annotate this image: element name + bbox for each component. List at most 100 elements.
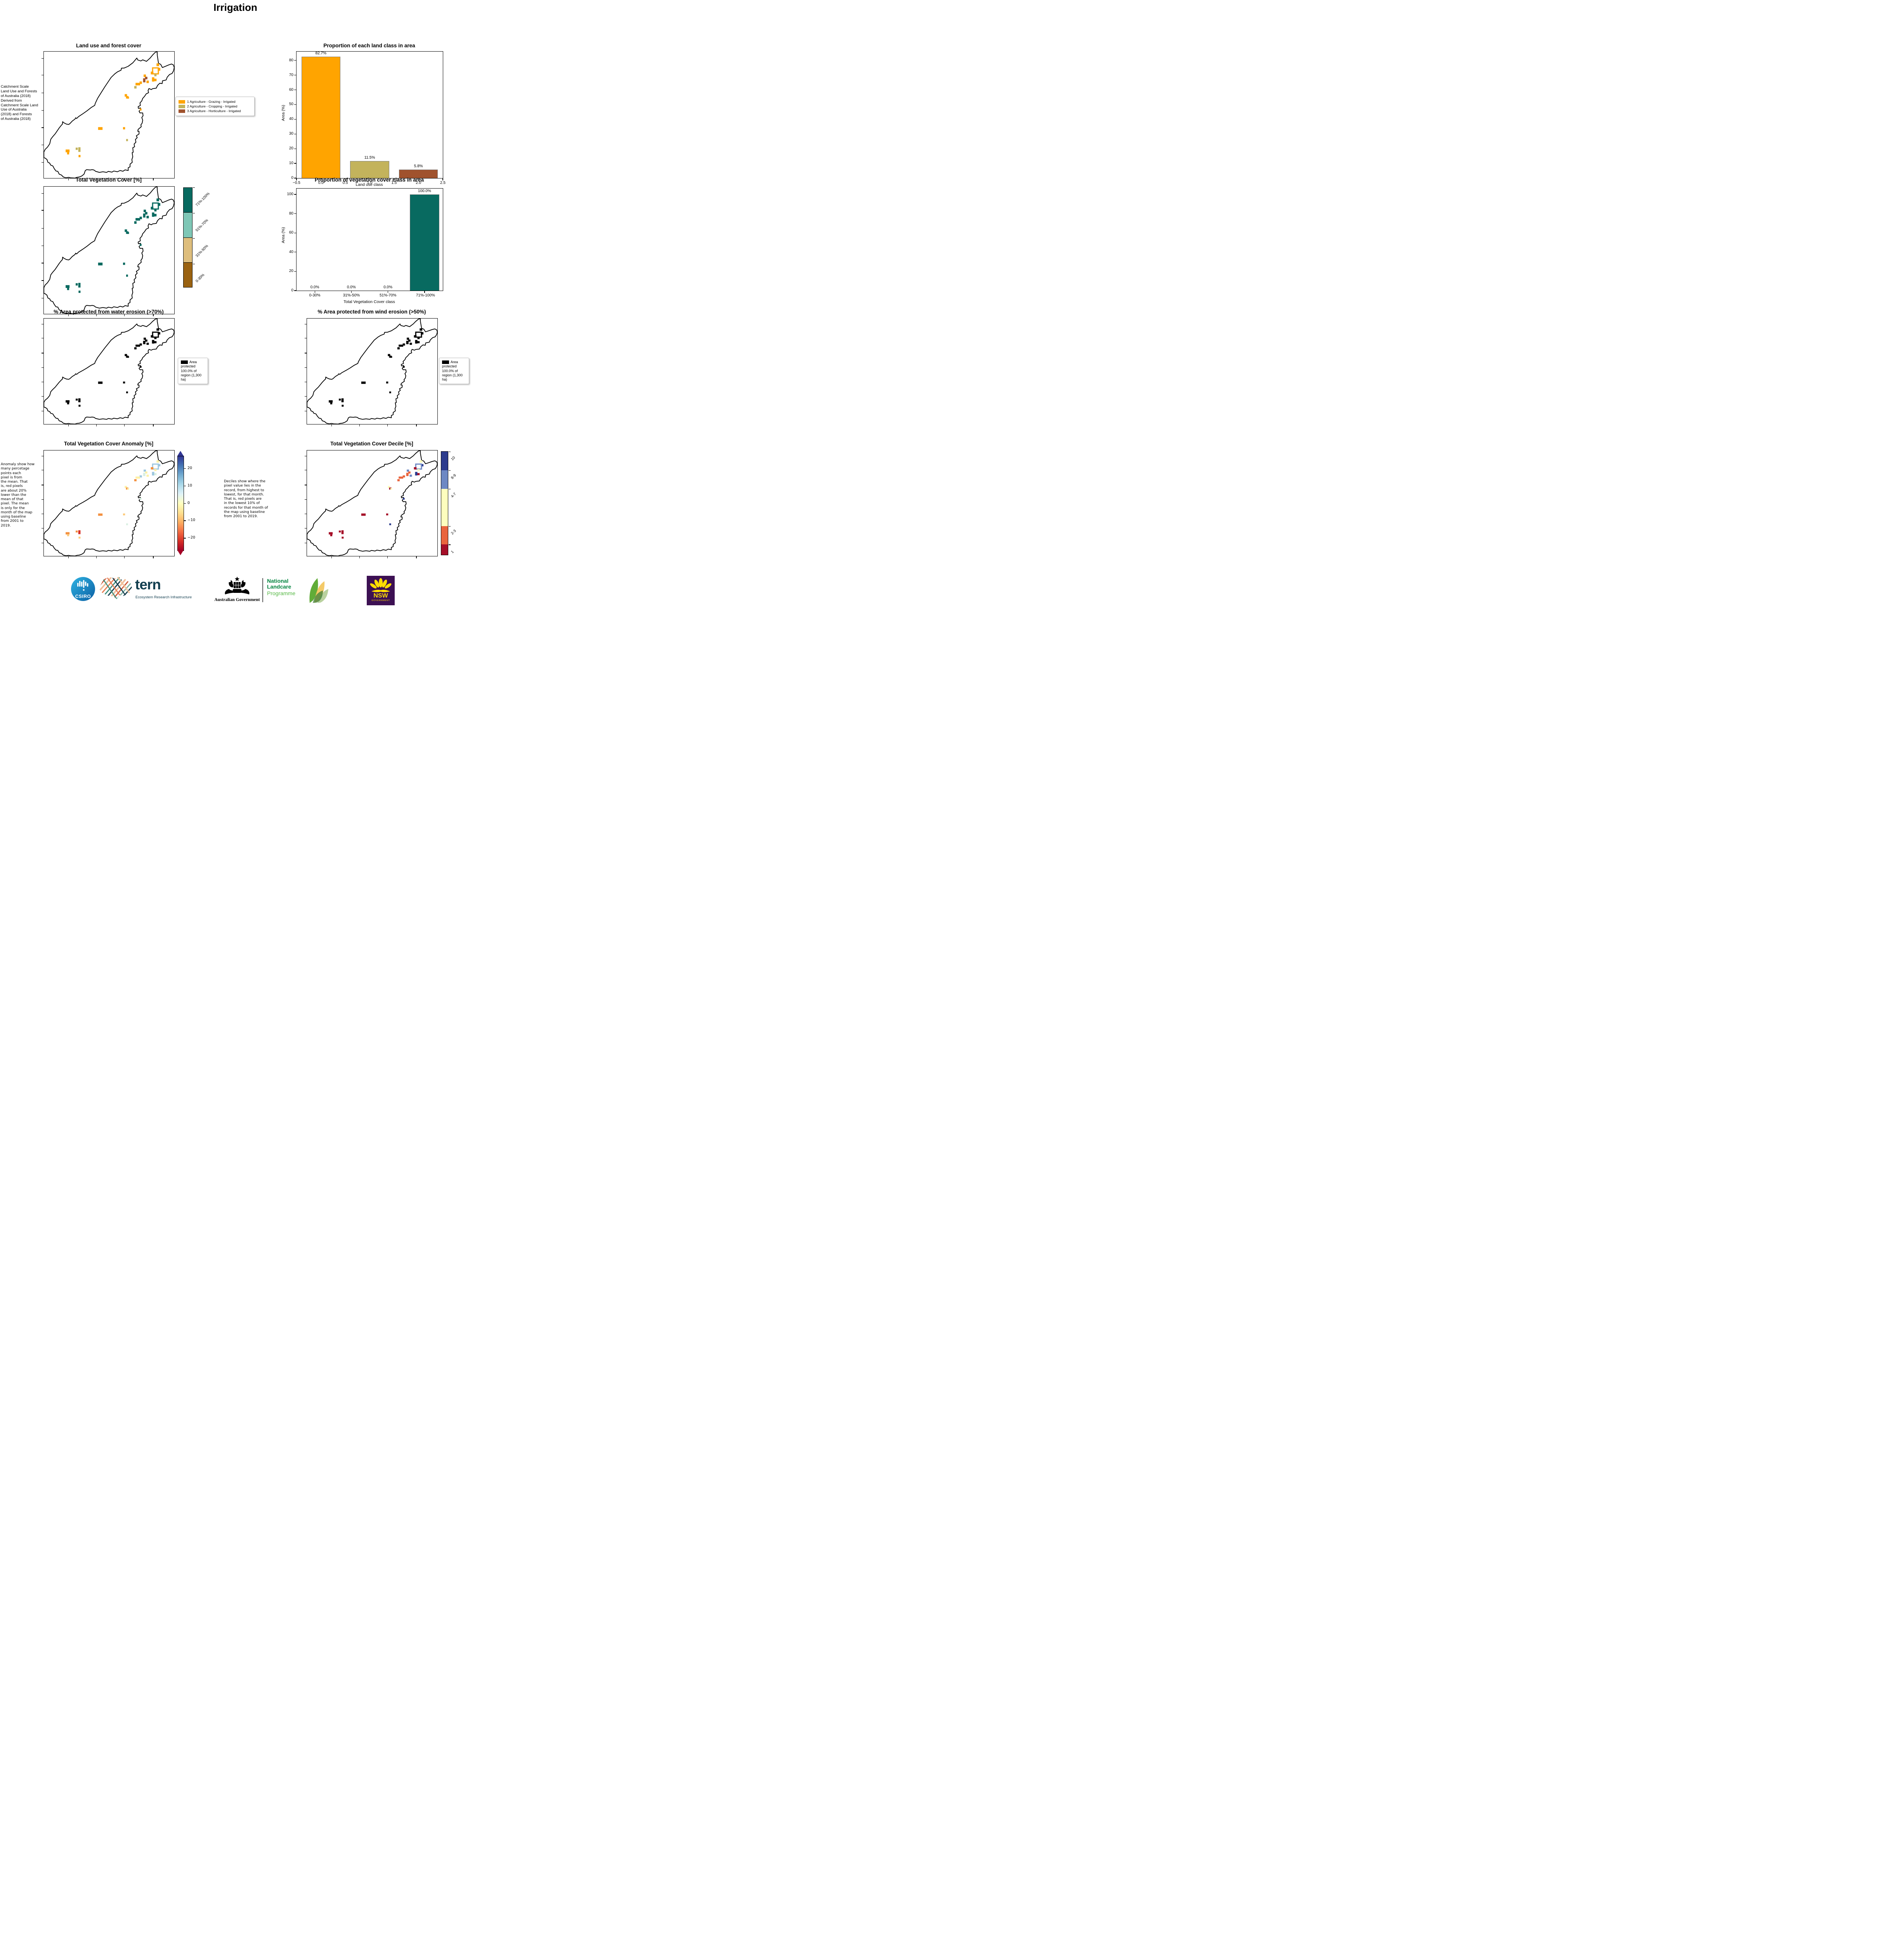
map-cell [416, 332, 421, 337]
map-cell [139, 343, 142, 346]
map-cell [152, 77, 154, 82]
map-cell [389, 391, 391, 393]
map-cell [156, 198, 160, 201]
map-cell [143, 213, 146, 218]
map-cell [145, 471, 147, 474]
map-cell [402, 366, 405, 368]
map-cell [127, 97, 129, 99]
map-cell [127, 356, 129, 358]
map-cell [137, 83, 140, 86]
colorbar-label: 31%-50% [195, 244, 210, 258]
map-anomaly [42, 450, 175, 558]
nsw-government-logo: NSW GOVERNMENT [367, 576, 395, 605]
map-cell [408, 471, 411, 474]
legend-item: 2 Agriculture - Cropping - Irrigated [179, 104, 251, 108]
map-cell [154, 473, 157, 475]
map-cell [123, 513, 125, 516]
coat-of-arms-icon [225, 577, 250, 594]
colorbar-decile: 10 8-9 4-7 2-3 1 [441, 451, 457, 555]
map-cell [420, 460, 423, 463]
map-cell [144, 74, 146, 77]
map-cell [361, 381, 366, 384]
map-cell [144, 338, 146, 340]
bar-value-label: 11.5% [364, 156, 375, 160]
map-cell [151, 467, 154, 469]
map-cell [154, 214, 157, 217]
landcare-line2: Landcare [267, 584, 291, 590]
map-cell [98, 262, 103, 266]
map-cell [421, 464, 424, 467]
map-cell [341, 530, 344, 534]
legend-landuse: 1 Agriculture - Grazing - Irrigated 2 Agr… [175, 97, 255, 116]
map-cell [397, 479, 400, 482]
tern-subtitle: Ecosystem Research Infrastructure [135, 595, 192, 599]
map-cell [144, 210, 146, 212]
map-cell [151, 71, 154, 74]
map-cell [67, 152, 69, 155]
map-cell [402, 343, 405, 346]
map-cell [154, 469, 157, 471]
map-cell [389, 355, 392, 358]
map-cell [153, 464, 158, 469]
map-cell [137, 345, 140, 347]
black-swatch [181, 360, 188, 364]
nsw-government-label: GOVERNMENT [371, 599, 390, 602]
map-cell [153, 68, 158, 74]
landcare-leaves-icon [309, 578, 328, 603]
map-cell [402, 475, 405, 478]
waratah-icon [370, 578, 392, 592]
map-cell [154, 209, 157, 211]
map-cell [78, 530, 81, 534]
map-cell [135, 476, 138, 479]
map-cell [125, 354, 127, 356]
map-cell [127, 232, 129, 234]
panel-title-vegclass-chart: Proportion of vegetation cover class in … [314, 177, 424, 183]
x-axis-label-vegclass: Total Vegetation Cover class [343, 300, 395, 304]
map-cell [415, 472, 418, 476]
landcare-line1: National [267, 578, 289, 584]
colorbar-label: 51%-70% [195, 218, 210, 233]
map-cell [329, 400, 333, 403]
map-cell [78, 537, 81, 539]
map-cell [408, 340, 411, 342]
bar [410, 194, 439, 291]
map-cell [146, 475, 149, 477]
australian-government-wordmark: Australian Government [214, 598, 260, 602]
map-cell [125, 229, 127, 232]
colorbar-tick-label: 20 [187, 466, 192, 470]
map-cell [143, 473, 146, 476]
map-cell [98, 381, 103, 384]
map-landuse [42, 51, 175, 180]
map-cell [146, 216, 149, 218]
map-cell [146, 343, 149, 345]
legend-item: 3 Agriculture - Horticulture - Irrigated [179, 109, 251, 113]
map-cell [156, 63, 160, 66]
colorbar-tick-label: −20 [187, 535, 196, 540]
colorbar-label: 71%-100% [195, 191, 211, 208]
csiro-roundel-icon [71, 577, 95, 601]
map-cell [78, 155, 81, 158]
bar-chart-vegclass: 0 20 40 60 80 100 0.0% 0.0% 0.0% 100.0% 0-30% 31%-5… [287, 188, 443, 298]
colorbar-label: 4-7 [450, 492, 457, 499]
map-cell [158, 203, 161, 206]
map-cell [78, 282, 81, 288]
map-cell [338, 398, 341, 401]
map-cell [134, 347, 137, 350]
map-cell [78, 405, 81, 407]
map-water-erosion [42, 318, 175, 426]
map-cell [75, 147, 78, 150]
australian-government-logo: Australian Government [214, 576, 260, 605]
bar-value-label: 0.0% [347, 285, 356, 289]
map-cell [125, 486, 127, 488]
map-cell [66, 285, 70, 288]
legend-water-erosion: Area protected 100.0% of region (1,300 h… [178, 358, 208, 385]
map-cell [386, 381, 388, 384]
map-cell [75, 530, 78, 533]
map-cell [389, 523, 391, 525]
colorbar-vegcover: 71%-100% 51%-70% 31%-50% 0-30% [183, 187, 211, 289]
map-cell [126, 523, 128, 525]
colorbar-tick-label: 0 [187, 501, 190, 505]
map-cell [414, 467, 417, 469]
map-cell [123, 262, 125, 265]
map-cell [145, 340, 147, 342]
